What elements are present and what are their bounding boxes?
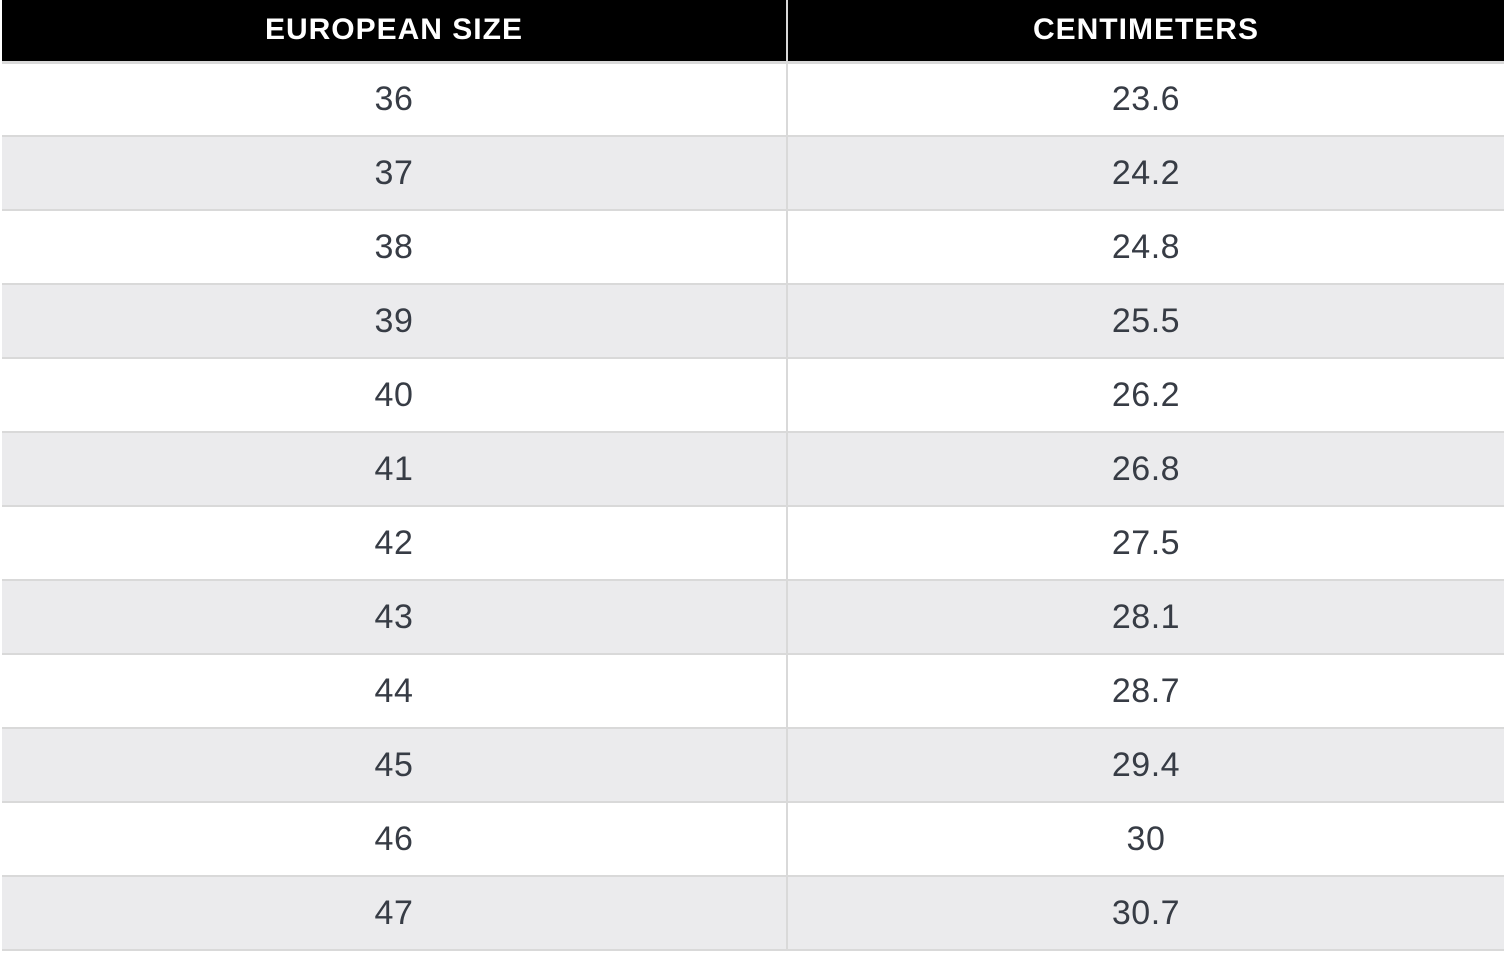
cell-centimeters: 29.4: [785, 728, 1504, 803]
table-row: 40 26.2: [2, 358, 1504, 433]
cell-centimeters: 28.1: [785, 580, 1504, 655]
cell-centimeters: 23.6: [785, 62, 1504, 137]
cell-european-size: 43: [2, 580, 787, 655]
table-row: 47 30.7: [2, 876, 1504, 951]
table-row: 39 25.5: [2, 284, 1504, 359]
table-row: 41 26.8: [2, 432, 1504, 507]
cell-european-size: 42: [2, 506, 787, 581]
table-body: 36 23.6 37 24.2 38 24.8 39 25.5 40 26.2 …: [2, 62, 1504, 951]
cell-centimeters: 27.5: [785, 506, 1504, 581]
cell-european-size: 41: [2, 432, 787, 507]
cell-centimeters: 24.8: [785, 210, 1504, 285]
table-row: 43 28.1: [2, 580, 1504, 655]
cell-european-size: 40: [2, 358, 787, 433]
cell-centimeters: 26.2: [785, 358, 1504, 433]
cell-european-size: 47: [2, 876, 787, 951]
cell-centimeters: 25.5: [785, 284, 1504, 359]
table-row: 45 29.4: [2, 728, 1504, 803]
table-row: 36 23.6: [2, 62, 1504, 137]
table-row: 42 27.5: [2, 506, 1504, 581]
table-header: EUROPEAN SIZE CENTIMETERS: [2, 0, 1504, 64]
cell-european-size: 36: [2, 62, 787, 137]
cell-european-size: 46: [2, 802, 787, 877]
cell-centimeters: 30: [785, 802, 1504, 877]
cell-centimeters: 24.2: [785, 136, 1504, 211]
table-row: 37 24.2: [2, 136, 1504, 211]
table-row: 46 30: [2, 802, 1504, 877]
cell-centimeters: 26.8: [785, 432, 1504, 507]
cell-centimeters: 30.7: [785, 876, 1504, 951]
cell-centimeters: 28.7: [785, 654, 1504, 729]
cell-european-size: 39: [2, 284, 787, 359]
header-row: EUROPEAN SIZE CENTIMETERS: [2, 0, 1504, 64]
column-header-centimeters: CENTIMETERS: [785, 0, 1504, 64]
table-row: 44 28.7: [2, 654, 1504, 729]
cell-european-size: 45: [2, 728, 787, 803]
table-row: 38 24.8: [2, 210, 1504, 285]
cell-european-size: 44: [2, 654, 787, 729]
column-header-european-size: EUROPEAN SIZE: [2, 0, 787, 64]
cell-european-size: 38: [2, 210, 787, 285]
cell-european-size: 37: [2, 136, 787, 211]
